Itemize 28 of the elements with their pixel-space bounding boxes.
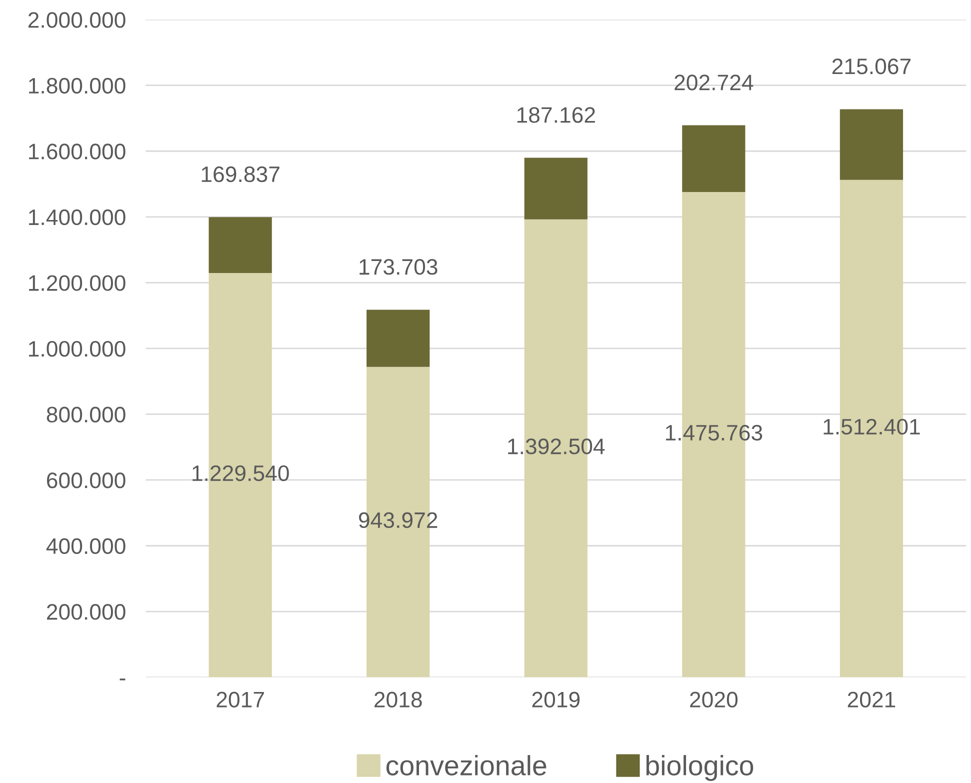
y-tick-label: 200.000 (47, 604, 126, 620)
data-label: 187.162 (517, 107, 595, 123)
x-tick-label: 2021 (848, 692, 896, 708)
bar (524, 158, 588, 220)
bar (208, 217, 272, 273)
legend-label: convezionale (386, 755, 546, 776)
y-tick-label: - (120, 678, 126, 680)
x-tick-label: 2018 (374, 692, 422, 708)
x-tick-label: 2020 (690, 692, 738, 708)
bar (682, 125, 746, 192)
data-label: 202.724 (674, 74, 754, 90)
bar (840, 109, 904, 180)
legend-label: biologico (646, 755, 754, 781)
y-tick-label: 1.400.000 (29, 209, 126, 226)
y-tick-label: 1.000.000 (29, 340, 126, 357)
y-tick-label: 1.800.000 (29, 78, 126, 94)
x-tick-label: 2019 (532, 692, 580, 708)
data-label: 215.067 (832, 58, 911, 74)
y-tick-label: 800.000 (46, 406, 126, 422)
x-tick-label: 2017 (216, 692, 264, 708)
data-label: 173.703 (360, 259, 438, 275)
y-tick-label: 400.000 (46, 538, 126, 554)
y-tick-label: 1.600.000 (29, 144, 126, 160)
bar (366, 310, 430, 367)
y-tick-label: 2.000.000 (28, 12, 126, 28)
y-tick-label: 600.000 (47, 472, 126, 488)
data-label: 169.837 (202, 166, 280, 182)
y-tick-label: 1.200.000 (29, 275, 126, 291)
